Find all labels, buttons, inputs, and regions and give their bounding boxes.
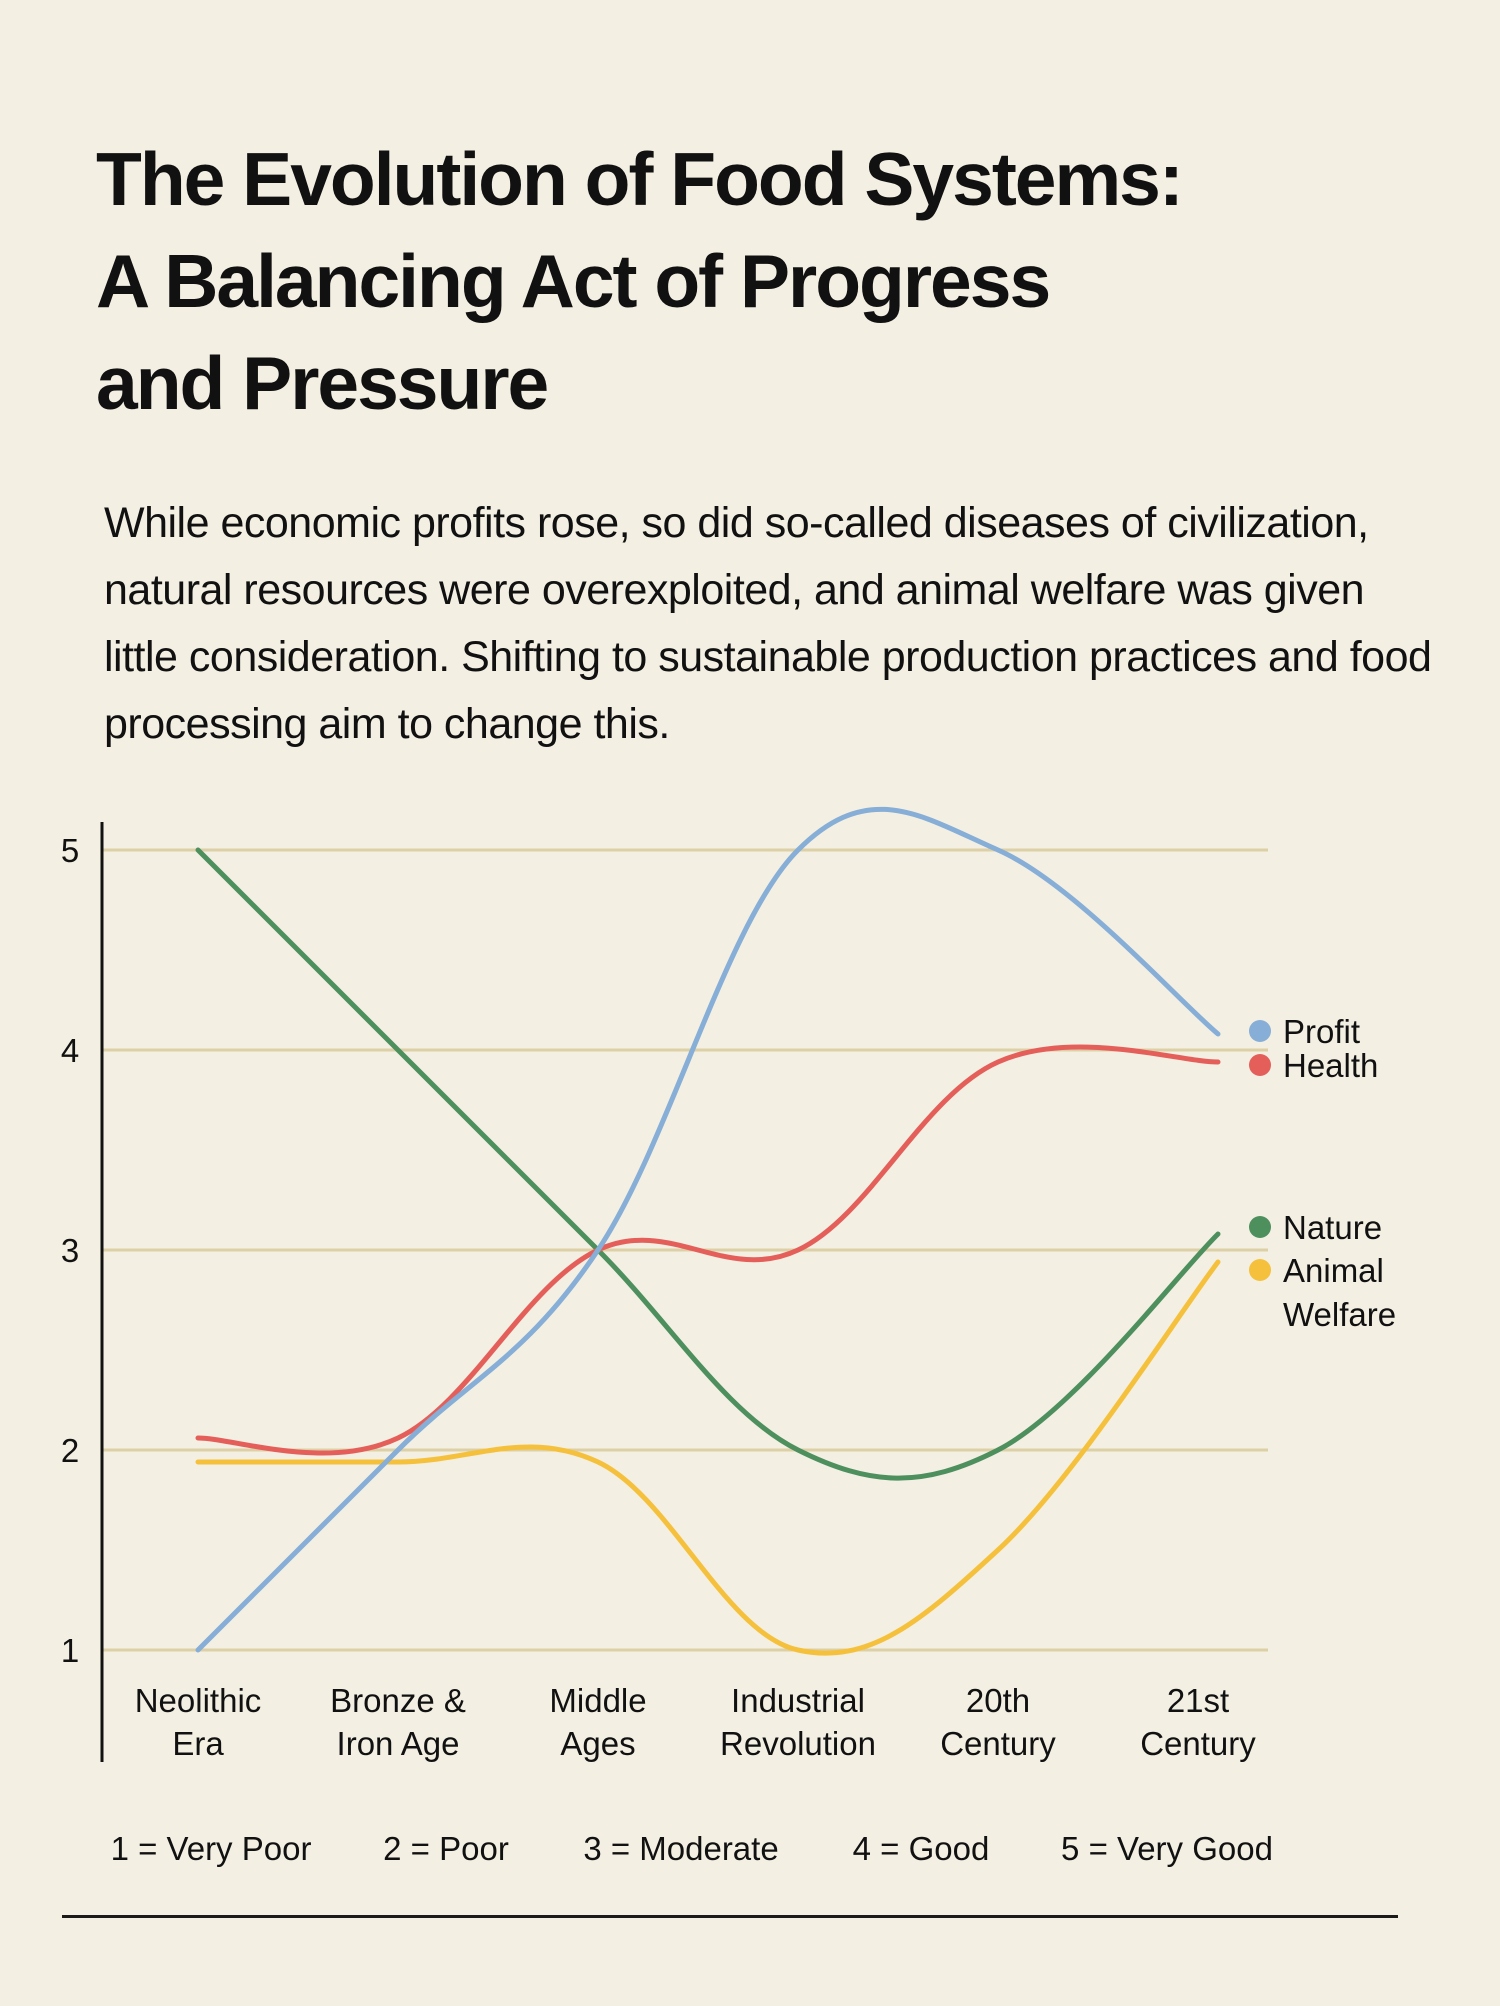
y-tick-labels: 1 2 3 4 5 [61,832,79,1669]
legend-label: Nature [1283,1209,1382,1246]
x-tick-label: Industrial [731,1682,865,1719]
y-tick-label: 3 [61,1232,79,1269]
x-tick-label: Century [1140,1725,1256,1762]
x-tick-label: Neolithic [135,1682,262,1719]
legend-label: Profit [1283,1013,1360,1050]
x-tick-label: Bronze & [330,1682,466,1719]
scale-legend-item: 4 = Good [852,1830,990,1867]
legend-label: Animal [1283,1252,1384,1289]
footer-divider [62,1915,1398,1918]
x-category-labels: Neolithic Era Bronze & Iron Age Middle Ages In… [135,1682,1257,1762]
x-tick-label: Era [172,1725,224,1762]
legend-marker-profit [1249,1020,1271,1042]
x-tick-label: 21st [1167,1682,1229,1719]
series-lines [195,806,1221,1656]
y-tick-label: 2 [61,1432,79,1469]
legend-marker-health [1249,1054,1271,1076]
subtitle: While economic profits rose, so did so-c… [104,499,1432,748]
y-tick-label: 5 [61,832,79,869]
scale-legend-item: 3 = Moderate [583,1830,779,1867]
legend-marker-animal-welfare [1249,1259,1271,1281]
legend-marker-nature [1249,1216,1271,1238]
scale-legend-item: 2 = Poor [383,1830,509,1867]
rating-scale-legend: 1 = Very Poor 2 = Poor 3 = Moderate 4 = Goo… [0,1830,1500,1880]
gridlines [102,848,1268,1652]
page-title: The Evolution of Food Systems: A Balanci… [96,128,1184,434]
series-line-nature [195,847,1221,1481]
scale-legend-item: 1 = Very Poor [110,1830,312,1867]
legend-label: Welfare [1283,1296,1396,1333]
x-tick-label: Century [940,1725,1056,1762]
title-line-3: and Pressure [96,341,549,425]
series-line-animal-welfare [195,1259,1221,1656]
x-tick-label: Middle [549,1682,646,1719]
series-line-profit [195,806,1221,1653]
legend-label: Health [1283,1047,1378,1084]
series-line-health [195,1044,1221,1456]
y-tick-label: 1 [61,1632,79,1669]
scale-legend-item: 5 = Very Good [1061,1830,1273,1867]
x-tick-label: Ages [560,1725,635,1762]
x-tick-label: Revolution [720,1725,876,1762]
title-line-1: The Evolution of Food Systems: [96,137,1184,221]
y-tick-label: 4 [61,1032,79,1069]
x-tick-label: 20th [966,1682,1030,1719]
title-line-2: A Balancing Act of Progress [96,239,1051,323]
x-tick-label: Iron Age [337,1725,460,1762]
